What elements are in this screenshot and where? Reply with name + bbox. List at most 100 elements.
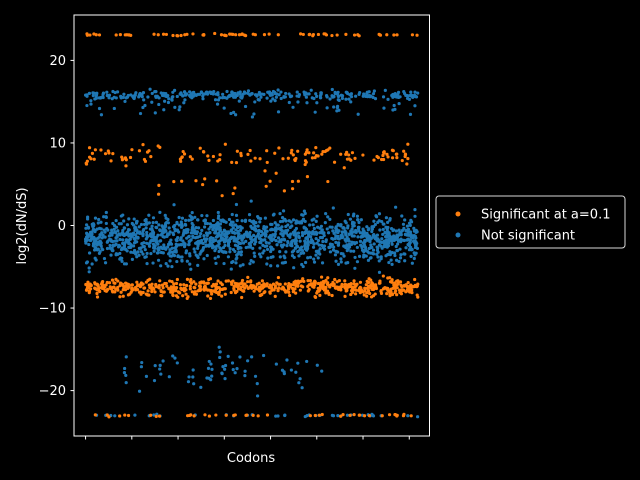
data-point — [121, 238, 125, 242]
data-point — [99, 148, 103, 152]
data-point — [209, 91, 213, 96]
data-point — [335, 280, 339, 284]
data-point — [246, 152, 250, 156]
data-point — [201, 97, 205, 101]
data-point — [231, 91, 235, 95]
data-point — [306, 279, 310, 283]
data-point — [151, 261, 155, 265]
legend-label-significant: Significant at a=0.1 — [481, 208, 610, 223]
data-point — [186, 228, 190, 232]
data-point — [326, 215, 330, 219]
data-point — [214, 92, 218, 96]
y-tick-label: 20 — [49, 54, 66, 69]
data-point — [175, 228, 180, 232]
data-point — [156, 192, 161, 196]
data-point — [363, 234, 368, 238]
data-point — [158, 210, 162, 214]
data-point — [342, 254, 346, 258]
data-point — [92, 157, 96, 161]
data-point — [130, 287, 134, 291]
data-point — [180, 224, 184, 228]
data-point — [265, 247, 270, 252]
data-point — [278, 249, 282, 254]
data-point — [340, 96, 345, 100]
data-point — [235, 367, 239, 371]
data-point — [273, 228, 278, 232]
data-point — [394, 244, 398, 249]
data-point — [229, 228, 234, 232]
data-point — [201, 248, 205, 252]
data-point — [393, 253, 397, 258]
data-point — [161, 235, 165, 239]
data-point — [196, 263, 200, 267]
data-point — [320, 412, 324, 417]
data-point — [131, 250, 136, 255]
data-point — [126, 413, 131, 418]
data-point — [343, 282, 347, 287]
data-point — [382, 150, 386, 155]
data-point — [402, 226, 406, 230]
data-point — [86, 280, 90, 284]
data-point — [324, 212, 328, 216]
data-point — [129, 93, 133, 97]
data-point — [229, 280, 234, 284]
data-point — [107, 96, 111, 100]
data-point — [313, 413, 317, 418]
data-point — [342, 226, 346, 230]
data-point — [137, 389, 142, 393]
data-point — [305, 413, 309, 418]
data-point — [166, 100, 171, 105]
data-point — [305, 175, 310, 179]
data-point — [103, 230, 107, 234]
data-point — [127, 241, 131, 246]
data-point — [146, 289, 150, 293]
data-point — [125, 232, 129, 236]
data-point — [281, 285, 285, 289]
data-point — [402, 91, 407, 96]
data-point — [397, 259, 401, 264]
data-point — [274, 171, 278, 175]
data-point — [267, 241, 271, 245]
data-point — [271, 247, 275, 251]
data-point — [93, 216, 98, 220]
data-point — [318, 293, 322, 297]
data-point — [99, 220, 103, 224]
data-point — [201, 33, 205, 37]
data-point — [135, 240, 139, 244]
data-point — [87, 270, 91, 274]
data-point — [390, 278, 394, 282]
data-point — [310, 156, 315, 160]
data-point — [254, 229, 258, 233]
data-point — [169, 290, 173, 294]
data-point — [96, 221, 100, 225]
data-point — [232, 413, 236, 417]
data-point — [220, 194, 224, 198]
data-point — [394, 205, 398, 209]
data-point — [216, 216, 220, 220]
data-point — [377, 270, 382, 274]
data-point — [172, 203, 176, 207]
data-point — [149, 252, 153, 256]
data-point — [122, 92, 126, 96]
data-point — [145, 261, 149, 266]
data-point — [133, 413, 137, 417]
data-point — [255, 282, 259, 286]
data-point — [121, 95, 125, 99]
data-point — [345, 235, 349, 239]
data-point — [401, 414, 406, 418]
data-point — [106, 287, 110, 291]
data-point — [378, 281, 382, 285]
data-point — [174, 289, 178, 293]
data-point — [299, 32, 303, 36]
data-point — [260, 279, 264, 283]
data-point — [87, 242, 91, 247]
data-point — [204, 239, 208, 243]
data-point — [218, 158, 222, 162]
data-point — [361, 229, 365, 233]
data-point — [134, 91, 138, 95]
data-point — [175, 259, 179, 264]
data-point — [409, 90, 413, 94]
data-point — [290, 187, 295, 191]
data-point — [342, 166, 346, 170]
data-point — [369, 278, 373, 282]
